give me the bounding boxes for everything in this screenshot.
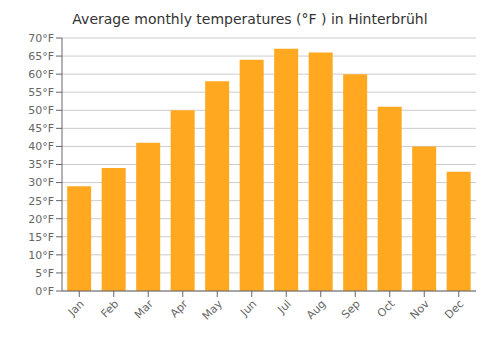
svg-text:Jun: Jun — [237, 297, 259, 319]
svg-text:20°F: 20°F — [28, 213, 54, 226]
svg-text:5°F: 5°F — [35, 267, 54, 280]
svg-text:Apr: Apr — [168, 297, 191, 320]
svg-text:Feb: Feb — [98, 297, 121, 320]
svg-text:30°F: 30°F — [28, 176, 54, 189]
svg-text:45°F: 45°F — [28, 122, 54, 135]
svg-text:50°F: 50°F — [28, 104, 54, 117]
svg-text:May: May — [200, 297, 226, 323]
svg-text:0°F: 0°F — [35, 285, 54, 298]
svg-text:Jan: Jan — [65, 297, 87, 319]
svg-text:25°F: 25°F — [28, 195, 54, 208]
svg-text:Sep: Sep — [339, 297, 363, 321]
svg-text:Aug: Aug — [304, 297, 328, 321]
svg-text:35°F: 35°F — [28, 158, 54, 171]
svg-text:10°F: 10°F — [28, 249, 54, 262]
html-text:Average monthly temperatures (: Average monthly temperatures (°F ) in Hi… — [72, 11, 428, 27]
svg-text:70°F: 70°F — [28, 32, 54, 45]
svg-text:Jul: Jul — [275, 297, 294, 316]
svg-text:Mar: Mar — [132, 297, 156, 321]
svg-text:Dec: Dec — [442, 297, 466, 321]
svg-text:55°F: 55°F — [28, 86, 54, 99]
svg-text:65°F: 65°F — [28, 50, 54, 63]
svg-text:Nov: Nov — [408, 297, 433, 322]
svg-text:60°F: 60°F — [28, 68, 54, 81]
svg-text:15°F: 15°F — [28, 231, 54, 244]
svg-text:40°F: 40°F — [28, 140, 54, 153]
svg-text:Oct: Oct — [375, 297, 398, 320]
